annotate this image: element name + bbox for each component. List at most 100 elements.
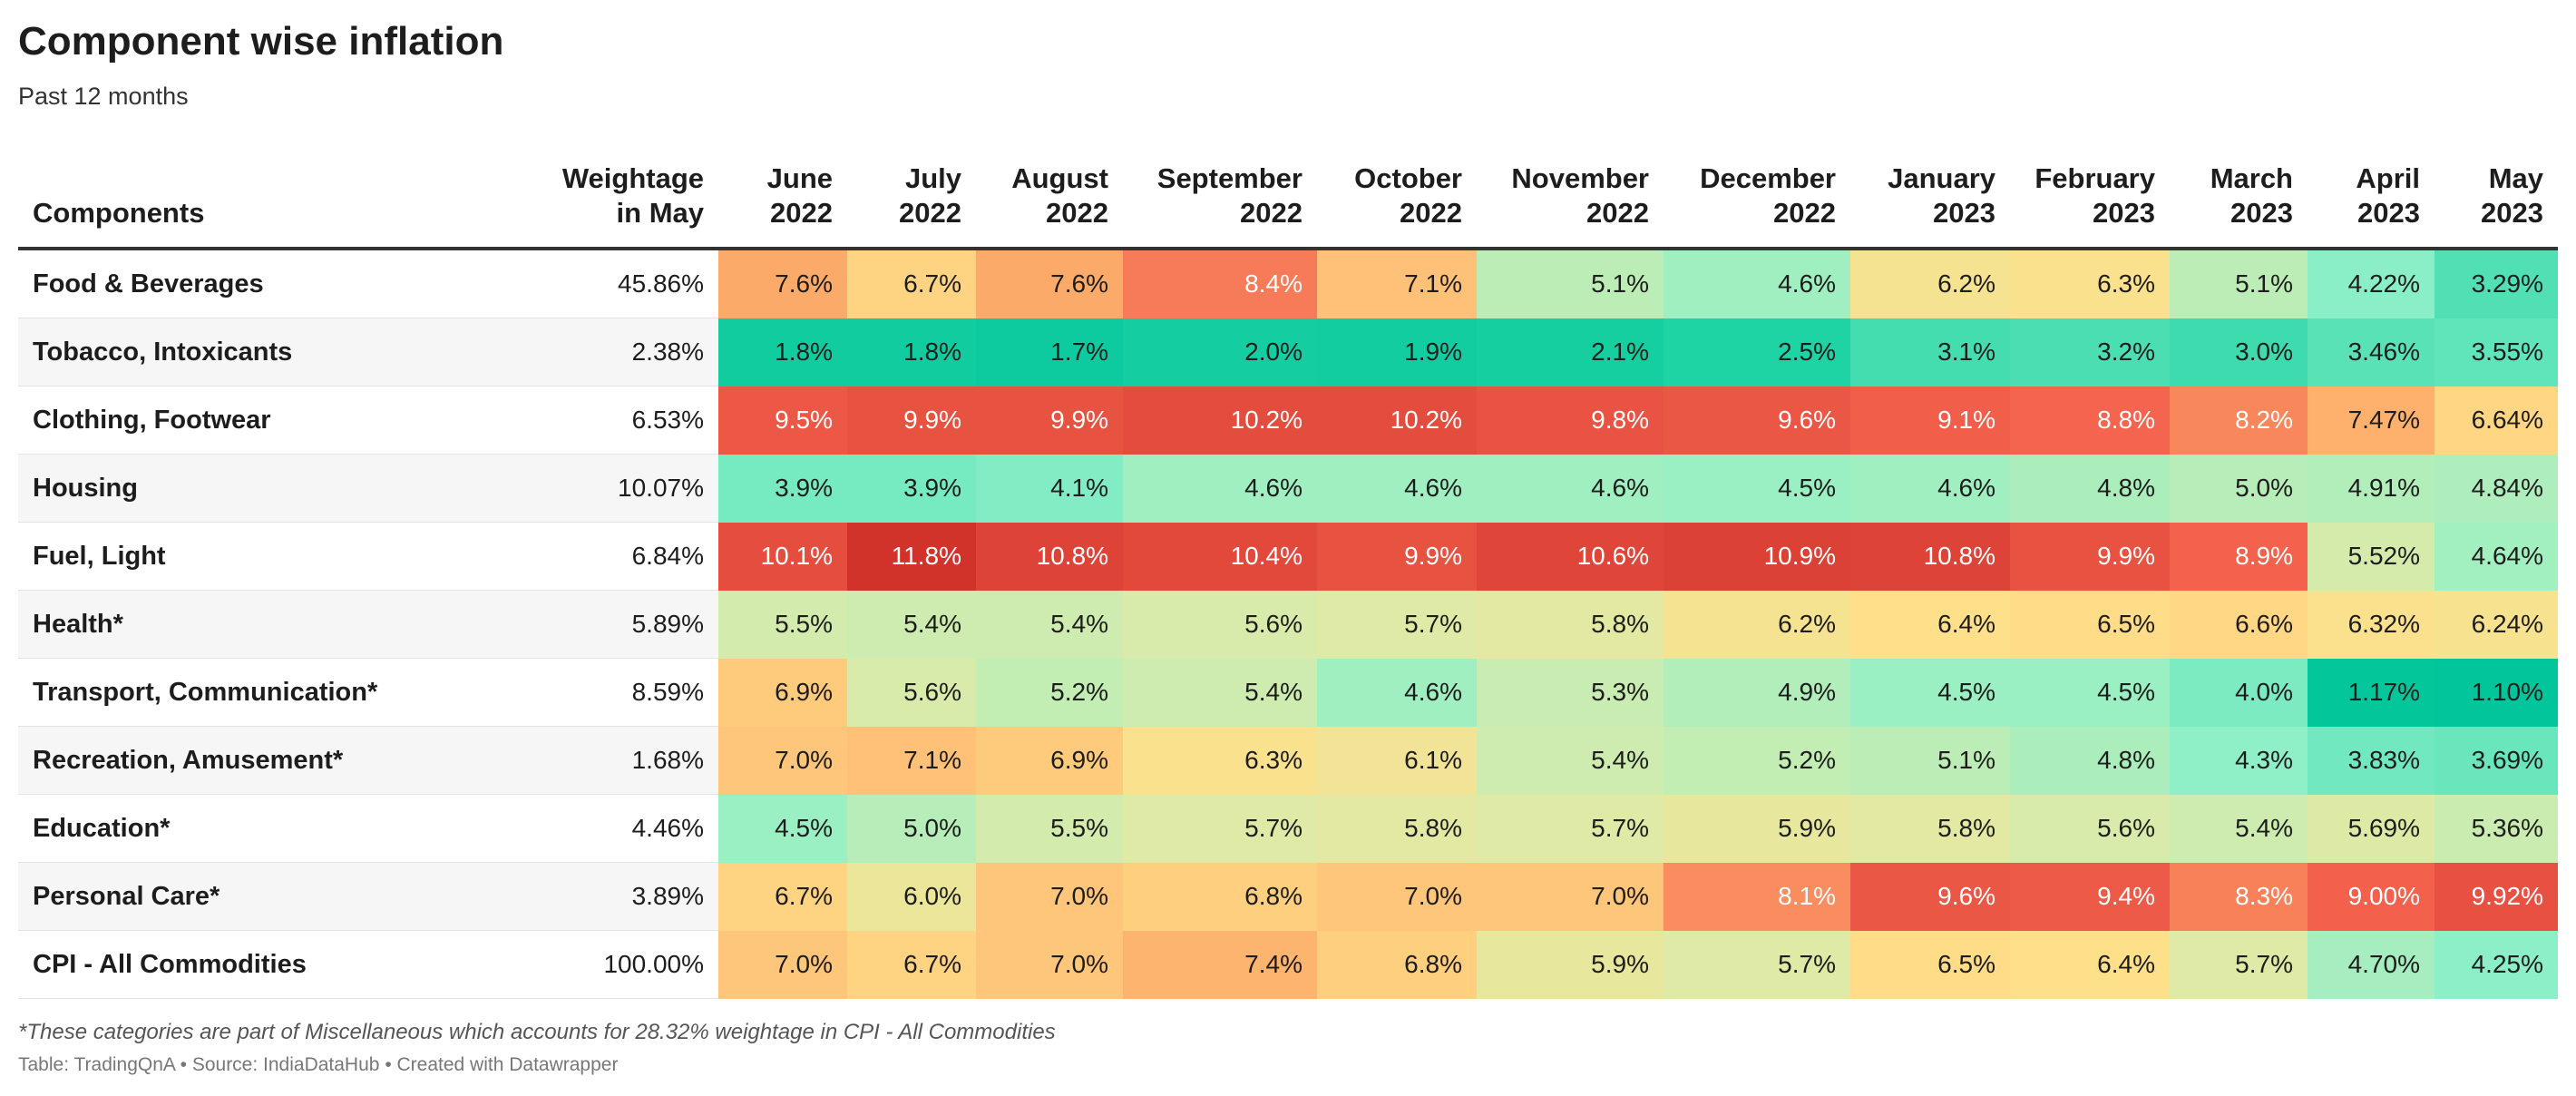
table-row: Food & Beverages 45.86% 7.6% 6.7% 7.6% 8.4% 7.… (18, 249, 2558, 318)
column-header-line2: 2022 (770, 197, 833, 229)
inflation-value-cell: 3.69% (2435, 726, 2558, 795)
inflation-value-cell: 9.9% (2010, 522, 2170, 591)
inflation-value-cell: 7.0% (718, 930, 847, 999)
inflation-value-cell: 5.4% (847, 590, 976, 659)
inflation-value-cell: 10.4% (1123, 522, 1317, 591)
inflation-value-cell: 2.1% (1477, 318, 1664, 387)
table-row: Health* 5.89% 5.5% 5.4% 5.4% 5.6% 5.7% 5.8% 6.2%… (18, 590, 2558, 659)
inflation-value-cell: 2.0% (1123, 318, 1317, 387)
column-header-line2: 2022 (1046, 197, 1108, 229)
inflation-value-cell: 8.2% (2170, 386, 2308, 455)
inflation-value-cell: 5.8% (1850, 794, 2010, 863)
column-header-month: June 2022 (718, 156, 847, 250)
footnote: *These categories are part of Miscellane… (18, 1020, 1056, 1044)
inflation-value-cell: 6.64% (2435, 386, 2558, 455)
table-row: Personal Care* 3.89% 6.7% 6.0% 7.0% 6.8% 7.0% 7… (18, 862, 2558, 931)
inflation-value-cell: 6.4% (2010, 930, 2170, 999)
component-label: Clothing, Footwear (18, 386, 508, 455)
inflation-value-cell: 5.4% (1477, 726, 1664, 795)
inflation-value-cell: 7.6% (718, 249, 847, 318)
table-row: Clothing, Footwear 6.53% 9.5% 9.9% 9.9% 10.2%… (18, 386, 2558, 455)
column-header-month: September 2022 (1123, 156, 1317, 250)
inflation-value-cell: 1.8% (847, 318, 976, 387)
inflation-table: Components Weightage in May June 2022 July 202… (18, 156, 2558, 999)
column-header-line1: August (1011, 162, 1108, 194)
inflation-value-cell: 6.4% (1850, 590, 2010, 659)
table-row: Transport, Communication* 8.59% 6.9% 5.6% 5.… (18, 658, 2558, 727)
inflation-value-cell: 8.8% (2010, 386, 2170, 455)
inflation-value-cell: 7.0% (718, 726, 847, 795)
weightage-cell: 1.68% (508, 726, 718, 795)
component-label: Education* (18, 794, 508, 863)
inflation-value-cell: 4.6% (1850, 454, 2010, 523)
weightage-cell: 10.07% (508, 454, 718, 523)
weightage-cell: 8.59% (508, 658, 718, 727)
inflation-value-cell: 4.6% (1664, 249, 1850, 318)
inflation-value-cell: 3.46% (2308, 318, 2435, 387)
column-header-line2: 2023 (2481, 197, 2543, 229)
component-label: Housing (18, 454, 508, 523)
component-label: Health* (18, 590, 508, 659)
inflation-value-cell: 5.7% (2170, 930, 2308, 999)
inflation-value-cell: 5.5% (718, 590, 847, 659)
weightage-cell: 6.84% (508, 522, 718, 591)
column-header-line1: November (1511, 162, 1649, 194)
inflation-value-cell: 5.69% (2308, 794, 2435, 863)
inflation-value-cell: 6.3% (1123, 726, 1317, 795)
header-row: Components Weightage in May June 2022 July 202… (18, 156, 2558, 250)
credits-created-with: Created with Datawrapper (396, 1054, 619, 1075)
column-header-line2: in May (616, 197, 704, 229)
weightage-cell: 45.86% (508, 249, 718, 318)
table-row: CPI - All Commodities 100.00% 7.0% 6.7% 7.0%… (18, 930, 2558, 999)
column-header-line1: Components (33, 197, 205, 229)
inflation-value-cell: 6.0% (847, 862, 976, 931)
chart-subtitle: Past 12 months (18, 83, 189, 110)
inflation-value-cell: 6.9% (718, 658, 847, 727)
inflation-value-cell: 4.91% (2308, 454, 2435, 523)
inflation-value-cell: 6.24% (2435, 590, 2558, 659)
inflation-value-cell: 4.5% (1850, 658, 2010, 727)
table-row: Education* 4.46% 4.5% 5.0% 5.5% 5.7% 5.8% 5.7% 5… (18, 794, 2558, 863)
column-header-month: March 2023 (2170, 156, 2308, 250)
column-header-line1: October (1354, 162, 1462, 194)
inflation-value-cell: 5.4% (2170, 794, 2308, 863)
column-header-month: April 2023 (2308, 156, 2435, 250)
inflation-value-cell: 5.2% (1664, 726, 1850, 795)
column-header-line2: 2022 (1773, 197, 1836, 229)
column-header-month: October 2022 (1317, 156, 1477, 250)
column-header-month: January 2023 (1850, 156, 2010, 250)
inflation-value-cell: 5.7% (1123, 794, 1317, 863)
inflation-value-cell: 7.0% (1477, 862, 1664, 931)
component-label: Food & Beverages (18, 249, 508, 318)
column-header-weightage: Weightage in May (508, 156, 718, 250)
inflation-value-cell: 5.3% (1477, 658, 1664, 727)
weightage-cell: 6.53% (508, 386, 718, 455)
inflation-value-cell: 10.6% (1477, 522, 1664, 591)
inflation-value-cell: 5.5% (976, 794, 1123, 863)
inflation-value-cell: 4.6% (1317, 454, 1477, 523)
table-row: Tobacco, Intoxicants 2.38% 1.8% 1.8% 1.7% 2.0… (18, 318, 2558, 387)
inflation-value-cell: 4.25% (2435, 930, 2558, 999)
inflation-value-cell: 2.5% (1664, 318, 1850, 387)
inflation-value-cell: 3.1% (1850, 318, 2010, 387)
inflation-value-cell: 7.0% (1317, 862, 1477, 931)
inflation-value-cell: 5.4% (976, 590, 1123, 659)
inflation-value-cell: 4.5% (718, 794, 847, 863)
inflation-value-cell: 6.7% (718, 862, 847, 931)
inflation-value-cell: 5.9% (1477, 930, 1664, 999)
inflation-value-cell: 8.1% (1664, 862, 1850, 931)
weightage-cell: 4.46% (508, 794, 718, 863)
inflation-value-cell: 4.8% (2010, 454, 2170, 523)
column-header-line2: 2023 (2093, 197, 2155, 229)
inflation-value-cell: 11.8% (847, 522, 976, 591)
credits-separator: • (180, 1054, 187, 1075)
inflation-value-cell: 4.5% (2010, 658, 2170, 727)
inflation-value-cell: 1.17% (2308, 658, 2435, 727)
weightage-cell: 5.89% (508, 590, 718, 659)
inflation-value-cell: 4.64% (2435, 522, 2558, 591)
inflation-value-cell: 3.83% (2308, 726, 2435, 795)
inflation-value-cell: 5.1% (2170, 249, 2308, 318)
inflation-value-cell: 5.6% (2010, 794, 2170, 863)
column-header-line1: Weightage (561, 162, 704, 194)
inflation-value-cell: 6.7% (847, 249, 976, 318)
